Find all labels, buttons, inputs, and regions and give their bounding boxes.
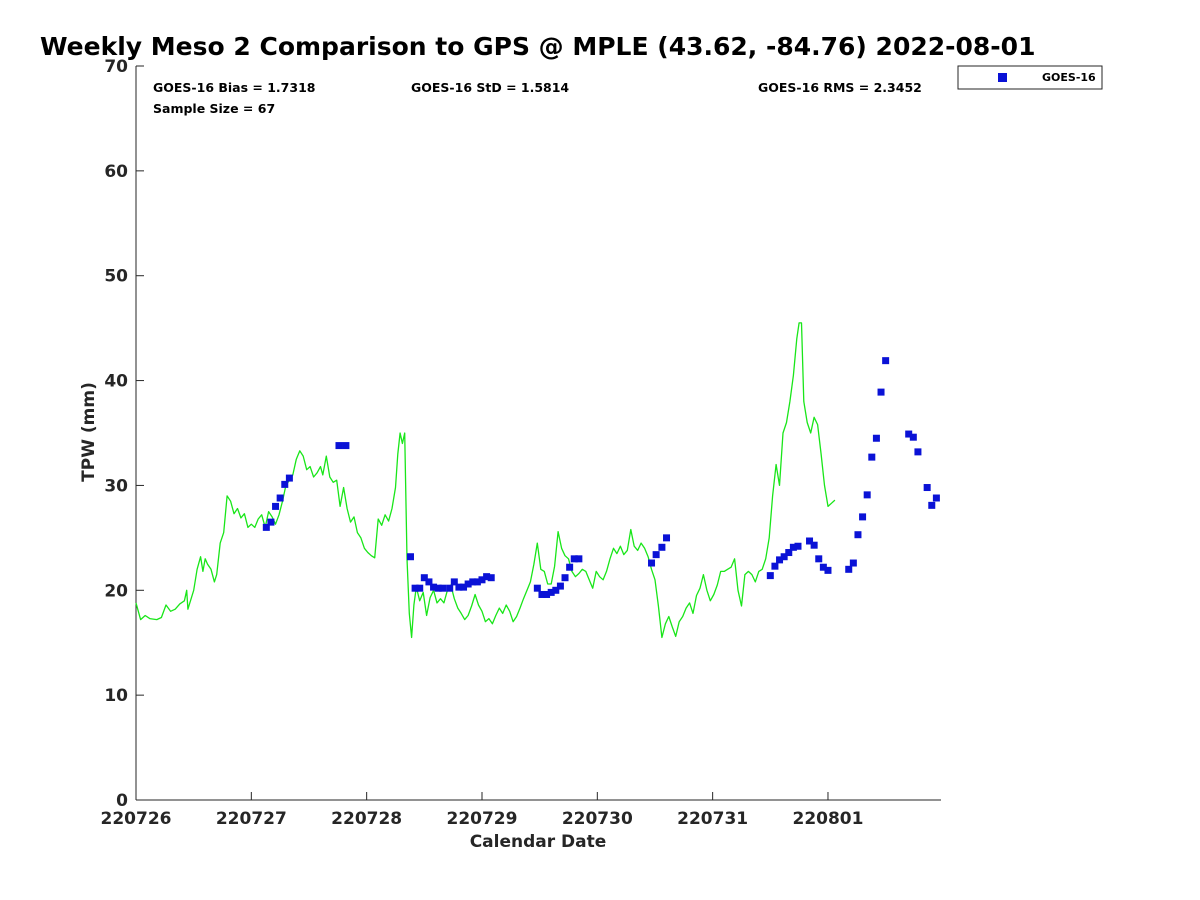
legend: GOES-16 (957, 65, 1103, 90)
goes16-point (420, 574, 428, 582)
goes16-point (806, 537, 814, 545)
goes16-point (543, 590, 551, 598)
x-tick-label: 220728 (331, 809, 402, 829)
y-tick-label: 20 (104, 581, 128, 601)
goes16-point (262, 523, 270, 531)
y-tick-label: 30 (104, 476, 128, 496)
goes16-point (658, 543, 666, 551)
goes16-point (789, 543, 797, 551)
goes16-point (281, 480, 289, 488)
goes16-point (905, 430, 913, 438)
goes16-point (411, 584, 419, 592)
goes16-point (810, 541, 818, 549)
goes16-point (909, 433, 917, 441)
y-tick-label: 40 (104, 372, 128, 392)
goes16-point (785, 549, 793, 557)
goes16-point (648, 559, 656, 567)
goes16-point (430, 583, 438, 591)
x-axis-label: Calendar Date (470, 832, 607, 852)
stat-rms: GOES-16 RMS = 2.3452 (758, 80, 922, 95)
goes16-point (276, 494, 284, 502)
x-axis-ticks: 220726 220727 220728 220729 220730 220731 2208… (101, 792, 863, 829)
goes16-point (932, 494, 940, 502)
goes16-point (455, 583, 463, 591)
goes16-point (663, 534, 671, 542)
goes16-point (267, 518, 275, 526)
goes16-point (815, 555, 823, 563)
goes16-point (877, 388, 885, 396)
goes16-point (845, 565, 853, 573)
goes16-point (771, 562, 779, 570)
goes16-point (552, 586, 560, 594)
legend-box (957, 65, 1103, 90)
x-tick-label: 220726 (101, 809, 172, 829)
goes16-point (794, 542, 802, 550)
stat-sample-size: Sample Size = 67 (153, 101, 275, 116)
y-tick-label: 70 (104, 57, 128, 77)
goes16-point (854, 531, 862, 539)
goes16-point (575, 555, 583, 563)
goes16-point (487, 574, 495, 582)
goes16-point (863, 491, 871, 499)
gps-series-line (135, 322, 836, 639)
goes16-point (780, 553, 788, 561)
goes16-point (439, 584, 447, 592)
legend-marker-goes16 (998, 73, 1007, 82)
x-tick-label: 220801 (792, 809, 863, 829)
goes16-point (882, 357, 890, 365)
goes16-point (556, 582, 564, 590)
stat-bias: GOES-16 Bias = 1.7318 (153, 80, 315, 95)
goes16-point (561, 574, 569, 582)
legend-label-goes16: GOES-16 (1042, 71, 1096, 84)
goes16-point (342, 442, 350, 450)
goes16-point (460, 583, 468, 591)
goes16-point (819, 563, 827, 571)
goes16-point (434, 584, 442, 592)
y-axis-ticks: 0 10 20 30 40 50 60 70 (104, 57, 144, 811)
goes16-point (272, 502, 280, 510)
goes16-point (859, 513, 867, 521)
goes16-point (533, 584, 541, 592)
goes16-point (547, 588, 555, 596)
goes16-point (416, 584, 424, 592)
stat-std: GOES-16 StD = 1.5814 (411, 80, 569, 95)
goes16-point (872, 434, 880, 442)
x-tick-label: 220727 (216, 809, 287, 829)
y-tick-label: 0 (116, 791, 128, 811)
goes16-point (469, 578, 477, 586)
goes16-point (868, 453, 876, 461)
goes16-point (406, 553, 414, 561)
goes16-point (538, 590, 546, 598)
x-tick-label: 220730 (562, 809, 633, 829)
x-tick-label: 220729 (446, 809, 517, 829)
goes16-point (285, 474, 293, 482)
goes16-point (450, 578, 458, 586)
goes16-point (923, 484, 931, 492)
y-tick-label: 10 (104, 686, 128, 706)
y-tick-label: 60 (104, 162, 128, 182)
goes16-point (824, 566, 832, 574)
goes16-point (776, 556, 784, 564)
goes16-point (464, 580, 472, 588)
goes16-point (928, 501, 936, 509)
goes16-point (652, 551, 660, 559)
goes16-point (473, 578, 481, 586)
goes16-point (478, 576, 486, 584)
series-layer (135, 322, 940, 639)
goes16-point (483, 573, 491, 581)
goes16-point (766, 572, 774, 580)
goes16-point (335, 442, 343, 450)
goes16-point (914, 448, 922, 456)
goes16-point (566, 563, 574, 571)
chart-title: Weekly Meso 2 Comparison to GPS @ MPLE (… (40, 32, 1035, 61)
goes16-point (849, 559, 857, 567)
y-axis-label: TPW (mm) (79, 382, 99, 482)
y-tick-label: 50 (104, 267, 128, 287)
x-tick-label: 220731 (677, 809, 748, 829)
plot-area (136, 66, 941, 800)
goes16-point (446, 584, 454, 592)
goes16-point (570, 555, 578, 563)
goes16-point (425, 578, 433, 586)
